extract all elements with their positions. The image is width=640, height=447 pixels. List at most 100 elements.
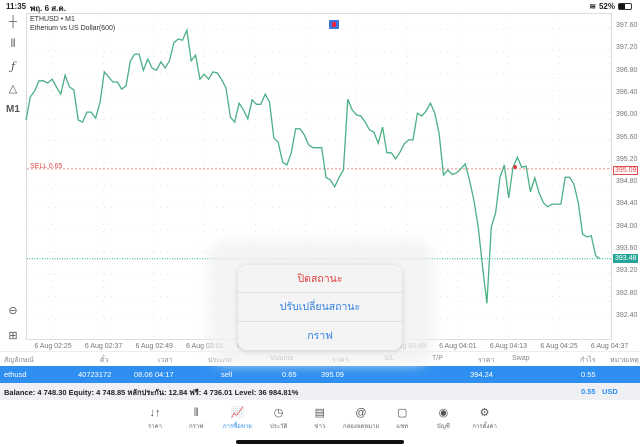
one-click-trading-icon[interactable] — [329, 20, 339, 29]
status-time: 11:35 — [6, 2, 27, 11]
cell-ticket: 40723172 — [78, 370, 112, 379]
y-tick-label: 392.80 — [616, 289, 638, 297]
y-tick-label: 396.80 — [616, 66, 638, 74]
tab-label: กราฟ — [188, 424, 204, 430]
tab-3[interactable]: ◷ ประวัติ — [258, 406, 300, 431]
x-tick-label: 6 Aug 04:25 — [540, 343, 578, 350]
tab-label: ประวัติ — [269, 424, 288, 430]
close-position-button[interactable]: ปิดสถานะ — [238, 265, 402, 294]
tab-icon: ▤ — [314, 407, 325, 419]
tab-5[interactable]: @ กล่องจดหมาย — [340, 406, 382, 431]
crosshair-icon[interactable]: ┼ — [9, 16, 17, 28]
column-header[interactable]: กำไร — [580, 357, 596, 364]
tab-label: ราคา — [148, 424, 162, 430]
modify-position-button[interactable]: ปรับเปลี่ยนสถานะ — [238, 293, 402, 322]
y-tick-label: 397.20 — [616, 44, 638, 52]
column-header[interactable]: หมายเหตุ — [610, 357, 639, 364]
y-tick-label: 397.60 — [616, 22, 638, 29]
zoom-icon[interactable]: ⊖ — [8, 305, 18, 317]
chart-symbol: ETHUSD • M1 — [30, 16, 75, 23]
y-tick-label: 396.40 — [616, 88, 638, 96]
x-tick-label: 6 Aug 04:37 — [590, 343, 629, 350]
y-tick-label: 392.40 — [616, 311, 638, 319]
tab-label: การซื้อขาย — [222, 424, 252, 430]
column-header[interactable]: Swap — [512, 355, 530, 362]
column-header[interactable]: เวลา — [158, 357, 173, 364]
y-tick-label: 393.60 — [616, 245, 638, 252]
y-tick-label: 393.20 — [616, 267, 638, 275]
tab-icon: ⫴ — [193, 407, 199, 419]
tab-icon: @ — [355, 407, 367, 419]
position-action-menu: ปิดสถานะ ปรับเปลี่ยนสถานะ กราฟ — [238, 265, 402, 350]
currency: USD — [602, 387, 618, 396]
tab-6[interactable]: ▢ แชท — [381, 406, 423, 431]
chart-title: ETHUSD • M1 Etherium vs US Dollar(600) — [30, 15, 115, 33]
tab-icon: 📈 — [230, 407, 245, 419]
timeframe-button[interactable]: M1 — [6, 104, 20, 115]
tab-bar: ↓↑ ราคา ⫴ กราฟ 📈 การซื้อขาย ◷ ประวัติ ▤ ข่าว @ กล่อ… — [0, 403, 640, 433]
tab-icon: ▢ — [396, 407, 408, 419]
tab-icon: ↓↑ — [149, 407, 161, 419]
x-tick-label: 6 Aug 02:25 — [34, 343, 72, 350]
price-axis: 397.60 397.20 396.80 396.40 396.00 395.60 395.… — [612, 13, 640, 340]
y-tick-label: 394.80 — [616, 178, 638, 186]
sell-entry-marker — [513, 165, 517, 169]
status-date: พฤ. 6 ส.ค. — [30, 4, 66, 13]
tab-icon: ◷ — [273, 407, 284, 419]
x-tick-label: 6 Aug 02:49 — [135, 343, 173, 350]
tab-label: การตั้งค่า — [472, 424, 497, 430]
tab-label: แชท — [396, 424, 409, 430]
column-header[interactable]: ตั๋ว — [100, 357, 109, 364]
cell-symbol: ethusd — [4, 370, 27, 379]
column-header[interactable]: สัญลักษณ์ — [4, 357, 34, 364]
x-tick-label: 6 Aug 02:37 — [84, 343, 123, 350]
tab-1[interactable]: ⫴ กราฟ — [175, 406, 217, 431]
tab-7[interactable]: ◉ บัญชี — [422, 406, 464, 431]
position-row[interactable]: ethusd 40723172 08.06 04:17 sell 0.65 39… — [0, 366, 640, 383]
y-tick-label: 395.60 — [616, 133, 638, 141]
home-indicator — [236, 440, 404, 444]
tab-4[interactable]: ▤ ข่าว — [299, 406, 341, 431]
total-profit: 0.55 — [581, 387, 596, 396]
tab-8[interactable]: ⚙ การตั้งค่า — [464, 406, 506, 431]
chart-description: Etherium vs US Dollar(600) — [30, 25, 116, 32]
column-header[interactable]: ราคา — [478, 357, 495, 364]
balance-text: Balance: 4 748.30 Equity: 4 748.85 หลักป… — [4, 388, 299, 397]
y-tick-label: 396.00 — [616, 111, 638, 119]
y-tick-label: 394.40 — [616, 200, 638, 208]
cell-time: 08.06 04:17 — [134, 370, 174, 379]
x-tick-label: 6 Aug 04:13 — [489, 343, 528, 350]
sell-price-tag: 395.09 — [613, 165, 639, 175]
cell-type: sell — [221, 370, 233, 379]
tab-label: ข่าว — [314, 424, 326, 430]
objects-icon[interactable]: △ — [8, 83, 18, 95]
x-tick-label: 6 Aug 04:01 — [439, 343, 477, 350]
cell-open-price: 395.09 — [321, 370, 344, 379]
add-icon[interactable]: ⊞ — [8, 330, 18, 342]
status-bar: 11:35 พฤ. 6 ส.ค. ≋ 52% — [0, 0, 640, 13]
chart-toolbar: ┼ ⫴ ƒ △ M1 ⊖ ⊞ — [0, 13, 26, 348]
y-tick-label: 394.00 — [616, 222, 638, 230]
chart-button[interactable]: กราฟ — [307, 329, 333, 342]
tab-label: บัญชี — [436, 424, 450, 430]
balance-bar: Balance: 4 748.30 Equity: 4 748.85 หลักป… — [0, 383, 640, 400]
cell-volume: 0.65 — [282, 370, 297, 379]
tab-icon: ◉ — [438, 407, 449, 419]
cell-profit: 0.55 — [581, 370, 596, 379]
column-header[interactable]: T/P — [432, 355, 443, 362]
wifi-icon: ≋ — [589, 2, 596, 11]
indicators-icon[interactable]: ⫴ — [10, 38, 16, 50]
price-line — [25, 27, 601, 304]
tab-0[interactable]: ↓↑ ราคา — [134, 406, 176, 431]
function-icon[interactable]: ƒ — [10, 60, 16, 73]
bid-price-tag: 393.48 — [613, 253, 639, 263]
sell-order-label: SELL 0.65 — [30, 163, 63, 170]
tab-2[interactable]: 📈 การซื้อขาย — [216, 406, 258, 431]
cell-price: 394.24 — [470, 370, 493, 379]
x-tick-label: 6 Aug 03:01 — [186, 343, 224, 350]
battery-icon — [618, 3, 632, 10]
tab-label: กล่องจดหมาย — [342, 424, 380, 430]
battery-percent: 52% — [598, 2, 615, 11]
tab-icon: ⚙ — [479, 407, 490, 419]
y-tick-label: 395.20 — [616, 155, 638, 163]
